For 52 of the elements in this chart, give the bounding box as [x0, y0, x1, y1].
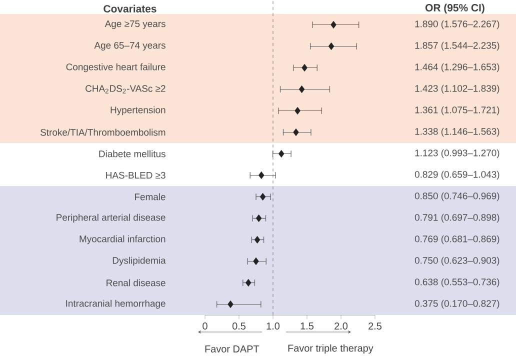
point: [228, 300, 234, 308]
data-label: 0.850 (0.746–0.969): [414, 192, 500, 202]
data-label: 0.750 (0.623–0.903): [414, 256, 500, 266]
text: Favor DAPT: [205, 346, 260, 352]
point: [328, 42, 334, 50]
point: [254, 236, 260, 244]
point: [298, 85, 305, 94]
data-label: 1.338 (1.146–1.563): [415, 128, 500, 137]
x-tick-label: 1.5: [300, 322, 314, 330]
text: Favor triple therapy: [288, 344, 374, 354]
point: [253, 257, 259, 266]
y-tick-label: Stroke/TIA/Thromboembolism: [40, 128, 166, 136]
y-tick-label: Myocardial infarction: [80, 235, 166, 244]
y-tick-label: Intracranial hemorrhage: [66, 300, 166, 309]
point: [245, 278, 252, 287]
data-label: 1.857 (1.544–2.235): [415, 42, 500, 51]
point: [293, 128, 299, 136]
y-tick-label: Dyslipidemia: [112, 256, 166, 266]
point: [278, 150, 284, 158]
data-label: 0.829 (0.659–1.043): [414, 170, 500, 180]
y-tick-label: Age ≥75 years: [104, 20, 166, 29]
data-label: 0.375 (0.170–0.827): [414, 300, 500, 309]
x-tick-label: 2.0: [334, 322, 348, 330]
data-label: 0.791 (0.697–0.898): [414, 214, 500, 223]
y-tick-label: Congestive heart failure: [66, 63, 166, 72]
data-label: 1.123 (0.993–1.270): [415, 149, 500, 158]
text: OR (95% CI): [425, 4, 484, 14]
x-tick-label: 0.5: [232, 322, 246, 330]
point: [302, 64, 308, 72]
y-tick-label: Peripheral arterial disease: [56, 214, 166, 223]
data-label: 1.464 (1.296–1.653): [415, 63, 500, 72]
data-label: 1.423 (1.102–1.839): [415, 84, 500, 94]
point: [258, 171, 264, 180]
y-tick-label: Renal disease: [106, 279, 166, 286]
x-tick-label: 2.5: [368, 322, 382, 330]
point: [260, 192, 266, 201]
data-label: 1.890 (1.576–2.267): [415, 20, 500, 30]
data-label: 1.361 (1.075–1.721): [415, 106, 500, 116]
point: [330, 20, 336, 29]
data-label: 0.638 (0.553–0.736): [414, 278, 500, 288]
data-label: 0.769 (0.681–0.869): [414, 235, 500, 244]
point: [256, 214, 262, 222]
y-tick-label: Female: [135, 193, 166, 200]
y-tick-label: CHA$_{2}$DS$_{2}$-VASc ≥2: [86, 85, 166, 94]
y-axis-title: Covariates: [104, 4, 156, 12]
y-tick-label: Diabete mellitus: [99, 150, 166, 158]
y-tick-label: Age 65–74 years: [94, 42, 166, 51]
x-tick-label: 0: [202, 322, 208, 330]
y-tick-label: Hypertension: [110, 106, 166, 116]
point: [294, 106, 300, 115]
y-tick-label: HAS-BLED ≥3: [106, 172, 166, 179]
x-tick-label: 1.0: [266, 322, 280, 330]
